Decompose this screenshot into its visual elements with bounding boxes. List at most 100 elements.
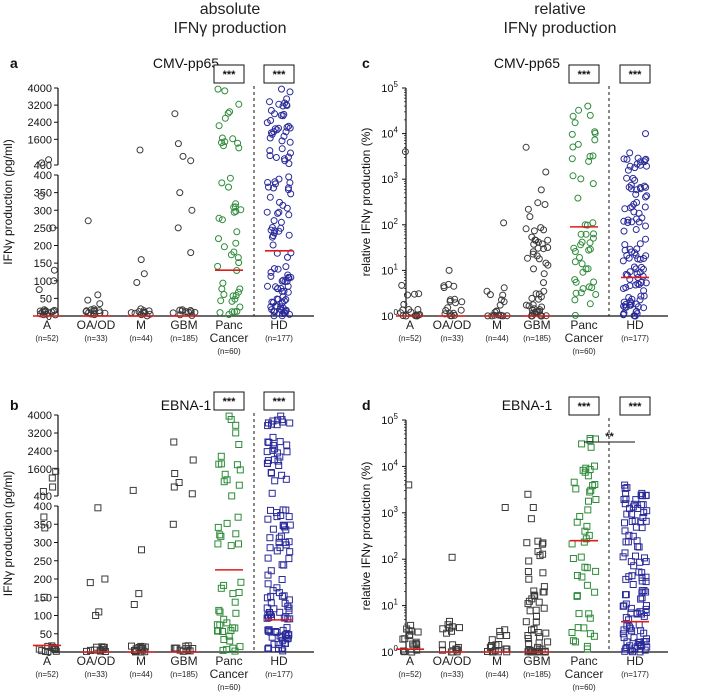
point-d-4-6 [578,573,586,581]
point-d-5-62 [627,604,635,612]
tick-exponent-c-0: 0 [394,308,399,317]
point-c-3-21 [528,233,536,241]
point-d-4-20 [586,488,594,496]
point-d-2-8 [501,626,509,634]
point-c-4-30 [572,289,580,297]
point-d-3-51 [540,583,548,591]
point-b-3-3 [175,479,183,486]
point-a-1-3 [96,300,104,308]
point-a-5-106 [287,149,294,157]
point-b-5-20 [270,640,278,648]
point-c-5-107 [632,281,640,289]
point-b-5-69 [274,457,282,465]
point-a-5-97 [286,179,294,187]
point-c-2-16 [493,307,501,315]
point-c-3-36 [526,213,534,221]
point-d-4-26 [569,555,577,562]
point-b-4-15 [216,531,224,539]
point-c-3-42 [538,240,546,248]
point-c-5-78 [629,174,637,182]
significance-box-a-5 [263,64,295,84]
tick-label-upper-a-2: 2400 [28,117,52,129]
point-a-5-90 [286,138,294,146]
tick-exponent-d-2: 2 [394,551,399,560]
tick-label-lower-a-2: 100 [34,276,52,288]
point-c-4-49 [591,136,599,144]
point-d-5-64 [620,634,628,642]
point-b-2-0 [129,486,137,494]
point-c-5-53 [632,190,640,198]
group-label-c-0: A [406,318,414,332]
point-a-4-37 [231,203,239,211]
group-n-b-0: (n=52) [35,670,59,679]
point-c-5-85 [641,203,649,211]
point-c-2-4 [500,284,508,292]
point-a-4-7 [220,243,228,251]
tick-label-d-3: 103 [381,505,398,520]
point-b-1-2 [86,579,94,587]
point-b-0-16 [44,642,52,650]
tick-label-lower-a-4: 200 [34,241,52,253]
point-c-0-15 [398,281,406,289]
point-d-4-27 [581,527,589,535]
point-c-5-82 [626,268,634,276]
point-b-0-9 [35,645,43,653]
point-a-4-38 [218,216,226,224]
point-a-4-2 [237,206,245,214]
group-label2-c-4: Cancer [565,331,604,345]
point-c-4-0 [586,152,594,160]
group-label-a-5: HD [270,318,288,332]
point-c-4-10 [576,254,583,261]
significance-box-c-5 [619,64,651,84]
point-a-5-83 [266,152,274,160]
point-a-5-115 [282,307,290,315]
point-a-2-10 [127,309,135,317]
point-d-0-10 [413,641,421,649]
point-d-4-30 [580,624,588,632]
tick-label-c-2: 102 [381,217,398,232]
point-a-4-42 [221,114,229,122]
point-c-3-29 [542,168,550,176]
point-a-5-93 [280,297,288,305]
point-c-3-34 [522,225,530,233]
point-d-4-37 [587,486,595,494]
point-b-4-38 [223,476,231,484]
point-b-4-42 [236,466,244,474]
point-c-3-39 [537,186,545,194]
group-label-c-4: Panc [570,318,597,332]
point-a-5-118 [270,184,277,192]
point-b-5-93 [264,626,272,634]
group-n-b-2: (n=44) [129,670,153,679]
panel-label-d: d [362,397,371,413]
tick-label-upper-a-3: 3200 [28,100,52,112]
point-c-5-11 [627,185,635,193]
point-b-4-1 [223,519,231,527]
point-b-4-49 [214,523,222,531]
group-n-d-1: (n=33) [440,670,464,679]
header-relative-line2: IFNγ production [503,20,617,37]
point-c-1-17 [458,298,466,306]
point-a-5-1 [274,209,282,217]
point-c-4-23 [579,285,587,293]
point-d-5-61 [625,531,633,539]
point-b-2-17 [137,642,145,650]
point-a-1-2 [84,296,92,304]
point-d-5-98 [638,577,646,585]
point-d-5-27 [639,514,647,521]
point-c-4-38 [572,278,580,286]
point-d-1-10 [438,641,446,649]
point-b-5-68 [268,489,276,497]
point-d-5-88 [641,554,648,562]
significance-text-d-4: *** [578,401,592,413]
point-b-4-31 [234,513,242,521]
point-a-4-34 [218,285,226,293]
point-b-4-12 [228,492,236,500]
point-c-4-21 [577,289,585,297]
point-c-5-86 [642,183,650,191]
point-d-3-9 [535,639,543,647]
point-a-5-30 [284,288,292,296]
group-label-b-2: M [136,654,146,668]
point-c-5-102 [621,246,629,254]
point-a-0-4 [50,266,58,274]
point-c-2-17 [495,311,503,319]
